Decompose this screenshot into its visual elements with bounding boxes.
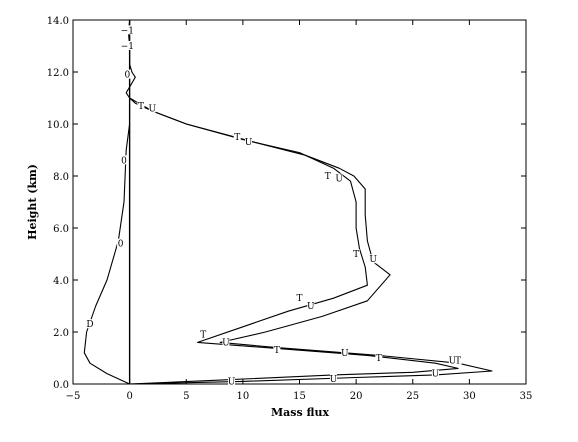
series-label-u: U	[245, 138, 253, 148]
series-label-background	[369, 254, 377, 264]
y-tick-label: 8.0	[53, 172, 69, 183]
series-label-u: U	[341, 349, 349, 359]
series-label-background	[86, 319, 94, 329]
y-axis-title: Height (km)	[26, 164, 39, 240]
y-tick-label: 12.0	[47, 68, 69, 79]
series-label-background	[273, 345, 281, 355]
x-tick-label: 5	[183, 391, 189, 402]
series-label-d: 0	[124, 71, 130, 81]
series-label-background	[199, 329, 207, 339]
series-label-t: T	[296, 294, 302, 304]
series-label-background	[233, 132, 241, 141]
series-label-u: U	[432, 370, 440, 380]
series-label-t: T	[353, 250, 359, 260]
series-label-t: T	[274, 346, 280, 356]
series-label-u: U	[228, 377, 236, 387]
x-tick-label: −5	[66, 391, 81, 402]
series-line-t	[125, 19, 459, 385]
series-label-t: T	[200, 331, 206, 341]
series-label-background	[307, 301, 315, 310]
x-tick-label: 30	[463, 391, 476, 402]
x-tick-label: 25	[406, 391, 419, 402]
y-tick-label: 2.0	[53, 328, 69, 339]
series-lines	[83, 19, 493, 385]
series-label-background	[454, 355, 462, 365]
series-label-d: 0	[118, 240, 124, 250]
x-axis-ticks	[72, 20, 527, 384]
series-label-background	[222, 337, 230, 347]
series-label-t: T	[376, 354, 382, 364]
x-tick-label: 20	[350, 391, 363, 402]
series-label-background	[335, 173, 343, 183]
y-tick-label: 10.0	[47, 120, 69, 131]
series-line-d	[83, 123, 131, 385]
series-label-background	[148, 103, 156, 113]
x-tick-label: 35	[520, 391, 533, 402]
series-line-u	[129, 97, 493, 385]
series-label-background	[352, 249, 360, 258]
series-label-u: U	[449, 357, 457, 367]
series-label-background	[431, 368, 439, 378]
plot-frame	[72, 19, 527, 385]
x-tick-label: 10	[237, 391, 250, 402]
series-label-background	[117, 238, 125, 248]
series-label-d: −1	[121, 26, 134, 36]
y-tick-label: 14.0	[47, 16, 69, 27]
series-label-u: U	[307, 302, 315, 312]
series-label-background	[329, 373, 337, 383]
x-axis-title: Mass flux	[271, 406, 330, 419]
series-label-background	[123, 25, 131, 35]
series-label-background	[448, 355, 456, 365]
series-label-u: U	[222, 338, 230, 348]
x-axis-tick-labels: −5 0 5 10 15 20 25 30 35	[66, 391, 533, 402]
series-label-background	[341, 347, 349, 357]
x-tick-label: 0	[126, 391, 132, 402]
series-label-background	[324, 171, 332, 180]
series-label-u: U	[335, 175, 343, 185]
series-label-background	[228, 376, 236, 386]
y-tick-label: 4.0	[53, 276, 69, 287]
series-label-t: T	[138, 102, 144, 112]
series-label-u: U	[330, 375, 338, 385]
series-label-t: T	[234, 133, 240, 143]
x-tick-label: 15	[293, 391, 306, 402]
y-tick-label: 6.0	[53, 224, 69, 235]
series-label-background	[123, 41, 131, 50]
series-label-d: 0	[121, 156, 127, 166]
series-label-u: U	[148, 104, 156, 114]
series-label-background	[120, 155, 128, 165]
series-label-background	[375, 353, 383, 362]
series-label-background	[245, 137, 253, 147]
series-label-t: T	[455, 357, 461, 367]
series-label-background	[123, 69, 131, 79]
series-label-d: −1	[121, 42, 134, 52]
y-axis-ticks	[73, 19, 526, 385]
series-label-background	[296, 293, 303, 303]
series-label-d: D	[86, 320, 93, 330]
series-label-u: U	[369, 255, 377, 265]
series-label-t: T	[325, 172, 331, 182]
y-tick-label: 0.0	[53, 380, 69, 391]
y-axis-tick-labels: 0.0 2.0 4.0 6.0 8.0 10.0 12.0 14.0	[47, 16, 69, 391]
series-label-background	[137, 100, 145, 110]
